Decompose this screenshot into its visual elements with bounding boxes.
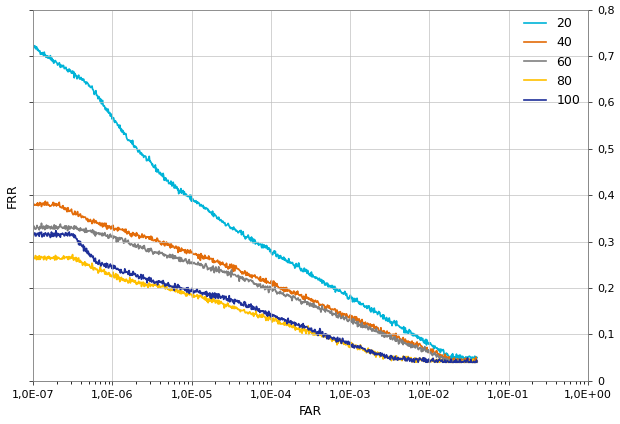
- Line: 60: 60: [33, 223, 477, 362]
- 60: [366, 326, 374, 331]
- 60: [443, 360, 450, 365]
- 20: [29, 43, 37, 48]
- 60: [29, 226, 37, 231]
- 60: [288, 295, 295, 300]
- 80: [366, 351, 374, 356]
- 40: [473, 358, 480, 363]
- 40: [57, 205, 64, 210]
- 20: [467, 357, 475, 363]
- 100: [473, 359, 480, 364]
- 20: [312, 275, 320, 280]
- 100: [410, 360, 418, 365]
- 80: [288, 324, 295, 329]
- 20: [412, 333, 420, 338]
- 40: [453, 360, 460, 365]
- 60: [312, 305, 320, 310]
- 40: [288, 291, 295, 296]
- 60: [57, 224, 64, 229]
- 80: [56, 256, 64, 261]
- 40: [312, 300, 320, 305]
- 60: [473, 360, 480, 365]
- 100: [29, 232, 37, 237]
- 20: [473, 355, 480, 360]
- 80: [29, 257, 37, 262]
- 100: [312, 332, 320, 337]
- 100: [57, 231, 64, 236]
- X-axis label: FAR: FAR: [299, 405, 322, 418]
- 40: [366, 321, 374, 326]
- 100: [52, 228, 60, 233]
- 100: [366, 351, 374, 356]
- 80: [299, 328, 307, 333]
- 40: [299, 297, 307, 302]
- Line: 100: 100: [33, 231, 477, 362]
- 80: [423, 360, 431, 365]
- 40: [29, 201, 37, 206]
- 100: [299, 321, 307, 326]
- 80: [473, 359, 480, 364]
- 20: [31, 43, 38, 48]
- 80: [412, 357, 420, 362]
- 20: [366, 308, 374, 313]
- Line: 40: 40: [33, 201, 477, 362]
- 60: [299, 300, 307, 305]
- 20: [288, 261, 295, 266]
- Line: 20: 20: [33, 46, 477, 360]
- Legend: 20, 40, 60, 80, 100: 20, 40, 60, 80, 100: [519, 12, 585, 112]
- Y-axis label: FRR: FRR: [6, 183, 19, 207]
- 40: [412, 341, 420, 346]
- 40: [42, 199, 49, 204]
- 20: [57, 62, 64, 67]
- Line: 80: 80: [33, 254, 477, 362]
- 80: [312, 332, 320, 338]
- 100: [288, 322, 295, 327]
- 100: [413, 356, 420, 361]
- 60: [412, 343, 420, 348]
- 20: [299, 268, 307, 273]
- 60: [38, 221, 45, 226]
- 80: [69, 252, 76, 257]
